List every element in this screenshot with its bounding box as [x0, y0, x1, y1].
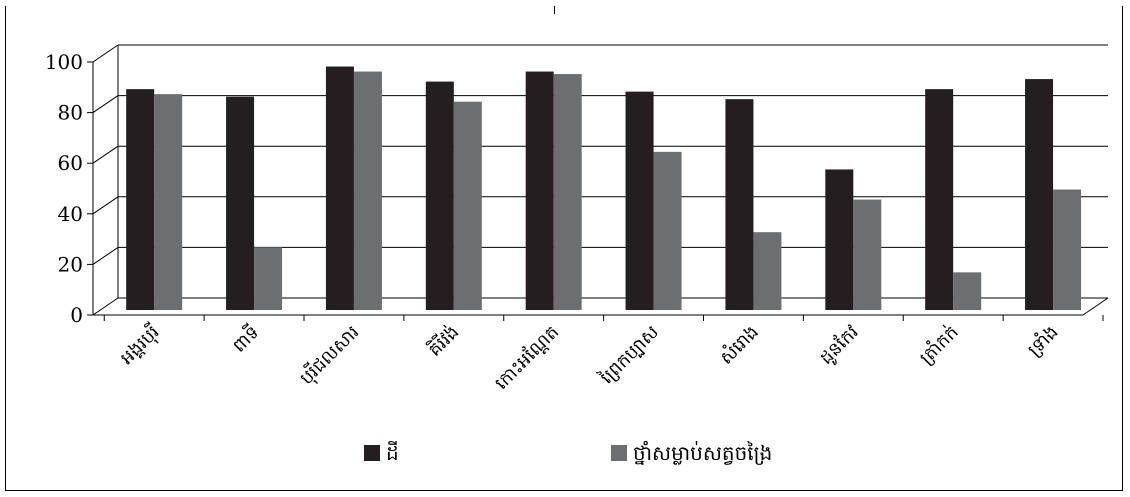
x-axis-labels: អង្គរបុរី ពាទី បុរីជលសារ គិរីវង់ កោះអណ្តែត ព្…: [115, 320, 1062, 394]
gridline-diagonal-20: [92, 246, 119, 265]
legend-swatch-2: [611, 445, 627, 461]
bar-1-4: [425, 81, 454, 310]
bar-2-9: [953, 272, 982, 310]
legend-swatch-1: [364, 445, 380, 461]
category-label-4: គិរីវង់: [423, 320, 464, 361]
gridline-diagonal-60: [92, 145, 119, 164]
category-label-8: ដូនកែវ: [815, 321, 864, 370]
axes: [92, 45, 1109, 321]
bar-2-4: [453, 101, 482, 310]
bar-2-8: [853, 199, 882, 310]
bar-2-1: [154, 94, 183, 310]
bar-1-10: [1025, 79, 1054, 310]
bar-2-6: [653, 151, 682, 310]
category-label-1: អង្គរបុរី: [115, 320, 164, 369]
legend-label-2: ថ្នាំសម្លាប់សត្វចង្រៃ: [633, 440, 772, 465]
top-tick-mark: [554, 6, 555, 14]
floor-right-edge: [1082, 297, 1109, 316]
bar-1-7: [725, 99, 754, 310]
y-tick-label-0: 0: [70, 303, 83, 327]
bar-1-2: [226, 96, 255, 311]
category-label-10: ទ្រាំង: [1022, 320, 1062, 360]
y-tick-label-40: 40: [58, 202, 83, 226]
legend-label-1: ដី: [386, 440, 399, 465]
gridline-diagonal-40: [92, 196, 119, 215]
category-label-7: សំរោង: [714, 320, 763, 369]
category-label-5: កោះអណ្តែត: [490, 321, 563, 394]
bar-1-8: [825, 169, 854, 310]
bar-2-10: [1053, 189, 1082, 310]
y-tick-label-60: 60: [58, 151, 83, 175]
bar-1-9: [925, 89, 954, 311]
category-label-6: ព្រៃកប្បាស: [594, 320, 663, 389]
bar-2-5: [553, 74, 582, 310]
bar-2-2: [254, 247, 283, 310]
gridline-diagonal-80: [92, 95, 119, 114]
bars: [126, 66, 1082, 311]
y-tick-label-20: 20: [58, 252, 83, 276]
gridline-diagonal-0: [92, 297, 119, 316]
y-tick-label-100: 100: [45, 50, 83, 74]
category-label-2: ពាទី: [227, 320, 263, 356]
bar-1-3: [325, 66, 354, 310]
y-axis-ticks: 0 20 40 60 80 100: [45, 50, 93, 327]
category-label-9: ត្រាំកក់: [914, 320, 962, 368]
bar-1-1: [126, 89, 155, 311]
y-tick-label-80: 80: [58, 101, 83, 125]
bar-2-7: [753, 232, 782, 310]
bar-1-5: [525, 71, 554, 310]
category-label-3: បុរីជលសារ: [295, 320, 364, 389]
bar-1-6: [625, 91, 654, 310]
bar-2-3: [353, 71, 382, 310]
legend: ដី ថ្នាំសម្លាប់សត្វចង្រៃ: [364, 440, 772, 465]
gridline-diagonal-100: [92, 44, 119, 63]
